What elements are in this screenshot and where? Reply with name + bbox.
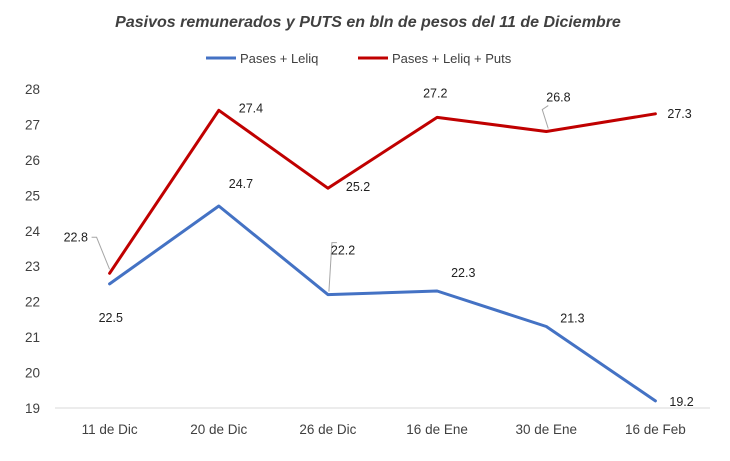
y-tick-label: 25 — [25, 188, 40, 203]
label-leader-line — [91, 236, 111, 270]
y-tick-label: 19 — [25, 401, 40, 416]
y-tick-label: 23 — [25, 259, 40, 274]
data-label: 24.7 — [229, 177, 253, 191]
y-axis: 19 20 21 22 23 24 25 26 27 28 — [25, 82, 41, 416]
data-label: 25.2 — [346, 180, 370, 194]
y-tick-label: 21 — [25, 330, 40, 345]
y-tick-label: 28 — [25, 82, 40, 97]
y-tick-label: 20 — [25, 366, 40, 381]
label-leader-line — [541, 105, 549, 129]
x-axis: 11 de Dic 20 de Dic 26 de Dic 16 de Ene 30 d… — [82, 422, 686, 437]
data-label: 21.3 — [560, 311, 584, 325]
data-label: 22.8 — [64, 230, 88, 244]
legend-label: Pases + Leliq + Puts — [392, 51, 512, 66]
data-label: 19.2 — [669, 395, 693, 409]
label-leader-line — [328, 242, 337, 292]
data-label: 27.4 — [239, 101, 263, 115]
data-label: 22.3 — [451, 266, 475, 280]
y-tick-label: 22 — [25, 295, 40, 310]
x-tick-label: 20 de Dic — [190, 422, 247, 437]
data-label: 22.2 — [331, 244, 355, 258]
data-label: 26.8 — [546, 91, 570, 105]
x-tick-label: 30 de Ene — [515, 422, 577, 437]
x-tick-label: 16 de Feb — [625, 422, 686, 437]
y-tick-label: 24 — [25, 224, 41, 239]
series-line — [108, 108, 657, 275]
chart-title: Pasivos remunerados y PUTS en bln de pes… — [115, 14, 621, 31]
data-label: 27.3 — [667, 107, 691, 121]
x-tick-label: 26 de Dic — [299, 422, 356, 437]
y-tick-label: 27 — [25, 117, 40, 132]
legend: Pases + Leliq Pases + Leliq + Puts — [206, 51, 512, 66]
data-label: 27.2 — [423, 86, 447, 100]
series-layer — [108, 108, 657, 403]
x-tick-label: 16 de Ene — [406, 422, 468, 437]
legend-label: Pases + Leliq — [240, 51, 318, 66]
data-label: 22.5 — [99, 311, 123, 325]
data-labels: 22.5 24.7 22.2 22.3 21.3 19.2 22.8 27.4 25.2 27.2… — [64, 86, 694, 409]
series-line — [108, 204, 657, 403]
x-tick-label: 11 de Dic — [82, 422, 138, 437]
y-tick-label: 26 — [25, 153, 40, 168]
